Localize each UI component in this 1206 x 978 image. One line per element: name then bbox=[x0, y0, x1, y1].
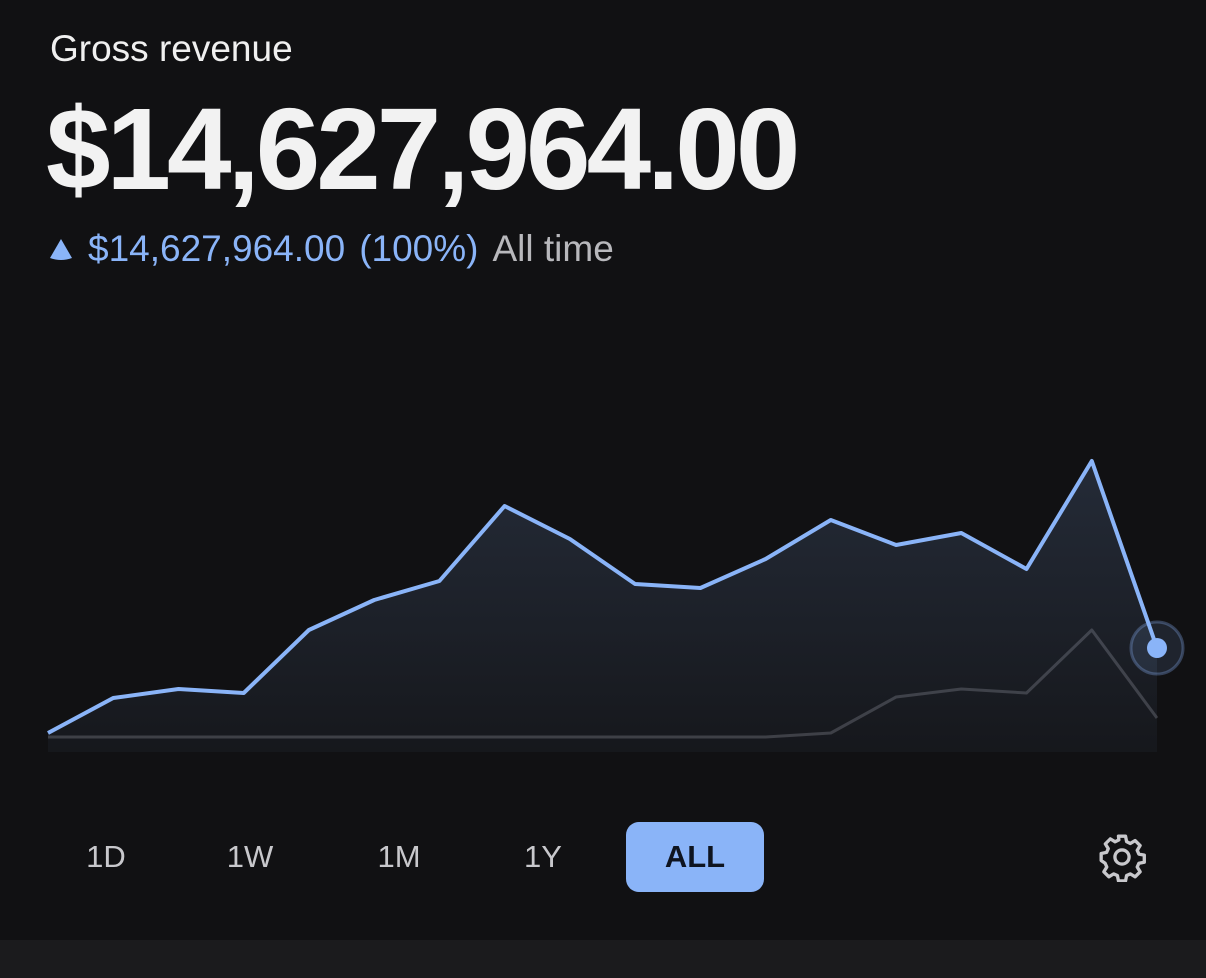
range-buttons: 1D 1W 1M 1Y ALL bbox=[0, 822, 1206, 892]
range-button[interactable]: 1W bbox=[226, 839, 274, 874]
up-icon bbox=[50, 239, 72, 260]
change-percent: (100%) bbox=[359, 228, 479, 269]
series-line bbox=[47, 459, 1159, 735]
range-button[interactable]: 1Y bbox=[524, 839, 562, 874]
range-button[interactable]: 1D bbox=[86, 839, 126, 874]
range-button[interactable]: ALL bbox=[626, 822, 764, 892]
chart bbox=[47, 459, 1185, 752]
bottom-strip bbox=[0, 940, 1206, 978]
change-row: $14,627,964.00 (100%) All time bbox=[48, 228, 614, 270]
change-amount: $14,627,964.00 bbox=[88, 228, 346, 269]
range-button[interactable]: 1M bbox=[377, 839, 421, 874]
total-amount: $14,627,964.00 bbox=[46, 84, 800, 214]
title: Gross revenue bbox=[50, 28, 293, 69]
change-period: All time bbox=[492, 228, 614, 269]
area bbox=[48, 461, 1157, 752]
end-point bbox=[1147, 638, 1167, 658]
settings-icon[interactable] bbox=[1097, 832, 1147, 882]
